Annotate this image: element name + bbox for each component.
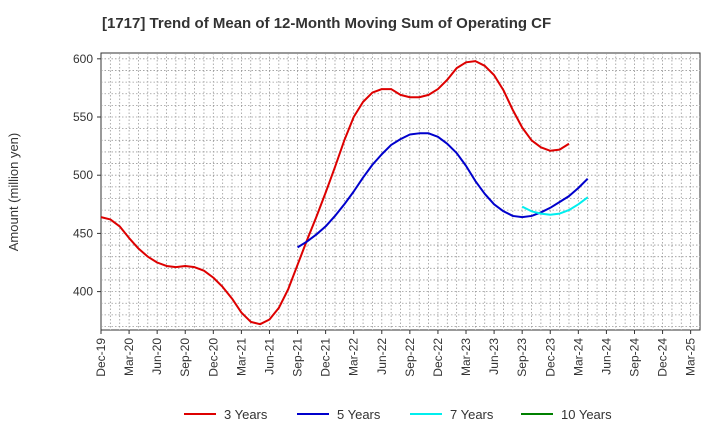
y-axis-label: Amount (million yen) <box>6 133 21 252</box>
x-tick-label: Jun-23 <box>487 338 501 375</box>
x-tick-label: Mar-21 <box>234 338 248 376</box>
x-tick-label: Sep-21 <box>291 338 305 377</box>
x-tick-label: Dec-21 <box>319 338 333 377</box>
legend-label: 3 Years <box>224 407 268 422</box>
legend-label: 7 Years <box>450 407 494 422</box>
x-tick-label: Dec-24 <box>656 338 670 377</box>
legend-label: 10 Years <box>561 407 612 422</box>
legend-item-10-years: 10 Years <box>521 407 612 422</box>
x-tick-label: Dec-22 <box>431 338 445 377</box>
legend-item-3-years: 3 Years <box>184 407 268 422</box>
y-tick-label: 500 <box>73 168 93 182</box>
y-tick-label: 450 <box>73 226 93 240</box>
x-tick-label: Dec-19 <box>94 338 108 377</box>
x-tick-label: Sep-20 <box>178 338 192 377</box>
x-tick-label: Sep-23 <box>515 338 529 377</box>
legend: 3 Years 5 Years 7 Years 10 Years <box>184 407 612 422</box>
legend-item-5-years: 5 Years <box>297 407 381 422</box>
y-tick-label: 400 <box>73 285 93 299</box>
x-axis: Dec-19 Mar-20 Jun-20 Sep-20 Dec-20 Mar-21 Jun-… <box>94 330 698 377</box>
x-tick-label: Mar-20 <box>122 338 136 376</box>
chart-title: [1717] Trend of Mean of 12-Month Moving … <box>102 15 551 32</box>
x-tick-label: Mar-22 <box>347 338 361 376</box>
x-tick-label: Dec-23 <box>543 338 557 377</box>
x-tick-label: Mar-23 <box>459 338 473 376</box>
legend-label: 5 Years <box>337 407 381 422</box>
x-tick-label: Jun-20 <box>150 338 164 375</box>
series-line-3-years <box>100 60 570 326</box>
x-tick-label: Dec-20 <box>206 338 220 377</box>
x-tick-label: Jun-22 <box>375 338 389 375</box>
y-axis: 400 450 500 550 600 <box>73 52 101 299</box>
legend-item-7-years: 7 Years <box>410 407 494 422</box>
series-lines <box>100 60 589 326</box>
x-tick-label: Jun-24 <box>599 338 613 375</box>
x-tick-label: Sep-24 <box>627 338 641 377</box>
y-tick-label: 600 <box>73 52 93 66</box>
series-line-7-years <box>521 196 589 216</box>
plot-area <box>100 52 701 331</box>
y-tick-label: 550 <box>73 110 93 124</box>
x-tick-label: Sep-22 <box>403 338 417 377</box>
x-tick-label: Jun-21 <box>262 338 276 375</box>
x-tick-label: Mar-25 <box>684 338 698 376</box>
x-tick-label: Mar-24 <box>571 338 585 376</box>
